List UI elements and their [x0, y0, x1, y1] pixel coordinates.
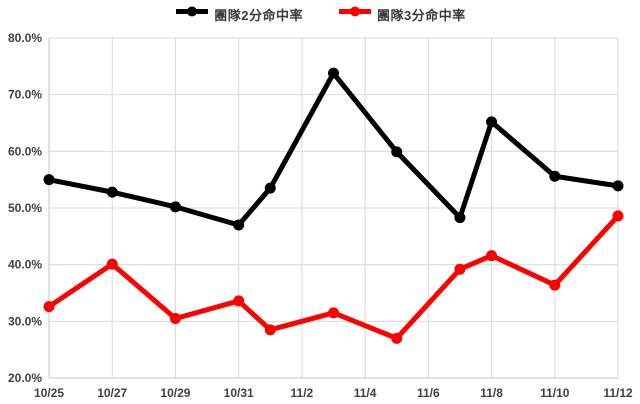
x-tick-label-10/31: 10/31 — [224, 386, 254, 400]
series-line-1 — [46, 213, 621, 341]
x-axis-tick-labels: 10/25 10/27 10/29 10/31 11/2 11/4 11/6 11/8 11/1… — [34, 386, 633, 400]
y-tick-label-70: 70.0% — [8, 88, 42, 102]
horizontal-gridlines — [49, 37, 618, 379]
data-point-1-0 — [43, 301, 55, 313]
legend-label-2pt: 團隊2分命中率 — [214, 7, 303, 23]
y-tick-label-80: 80.0% — [8, 31, 42, 45]
data-point-0-7 — [454, 212, 466, 224]
data-point-1-5 — [328, 307, 339, 319]
x-tick-label-11/4: 11/4 — [354, 386, 377, 400]
series-團隊2分命中率 — [43, 67, 624, 231]
x-tick-label-11/8: 11/8 — [480, 386, 503, 400]
data-point-0-10 — [612, 180, 624, 192]
data-point-1-4 — [264, 324, 276, 336]
legend-item-team-2pt: 團隊2分命中率 — [174, 5, 303, 24]
data-point-0-4 — [264, 182, 276, 194]
legend-marker-3pt-icon — [337, 5, 373, 23]
data-point-0-3 — [233, 219, 245, 231]
data-point-1-2 — [169, 313, 181, 324]
data-point-0-1 — [106, 186, 118, 198]
x-tick-label-10/25: 10/25 — [34, 386, 64, 400]
y-tick-label-20: 20.0% — [8, 371, 42, 385]
legend-marker-2pt-icon — [174, 5, 210, 23]
legend-label-3pt: 團隊3分命中率 — [377, 7, 466, 23]
data-point-0-6 — [391, 146, 403, 158]
data-point-1-9 — [549, 279, 561, 291]
x-tick-label-11/10: 11/10 — [540, 386, 570, 400]
data-point-0-2 — [169, 201, 181, 213]
data-point-1-10 — [612, 210, 624, 222]
x-tick-label-10/27: 10/27 — [97, 386, 127, 400]
y-tick-label-60: 60.0% — [8, 144, 42, 158]
x-tick-label-11/2: 11/2 — [291, 386, 314, 400]
legend-item-team-3pt: 團隊3分命中率 — [337, 5, 466, 24]
y-axis-tick-labels: 20.0% 30.0% 40.0% 50.0% 60.0% 70.0% 80.0% — [8, 31, 42, 385]
series-團隊3分命中率 — [43, 210, 624, 344]
x-tick-label-11/12: 11/12 — [603, 386, 633, 400]
data-point-1-3 — [233, 295, 245, 307]
data-point-1-7 — [454, 263, 466, 275]
data-point-0-8 — [486, 116, 498, 128]
series-line-0 — [46, 70, 621, 228]
data-point-0-9 — [549, 170, 561, 182]
x-tick-label-11/6: 11/6 — [417, 386, 440, 400]
y-tick-label-30: 30.0% — [8, 314, 42, 328]
x-tick-label-10/29: 10/29 — [160, 386, 190, 400]
data-point-0-5 — [328, 67, 339, 79]
data-point-1-8 — [486, 250, 498, 262]
y-tick-label-40: 40.0% — [8, 258, 42, 272]
y-tick-label-50: 50.0% — [8, 201, 42, 215]
data-point-1-6 — [391, 332, 403, 344]
data-point-1-1 — [106, 258, 118, 270]
chart-legend: 團隊2分命中率 團隊3分命中率 — [0, 2, 640, 26]
data-point-0-0 — [43, 174, 55, 186]
